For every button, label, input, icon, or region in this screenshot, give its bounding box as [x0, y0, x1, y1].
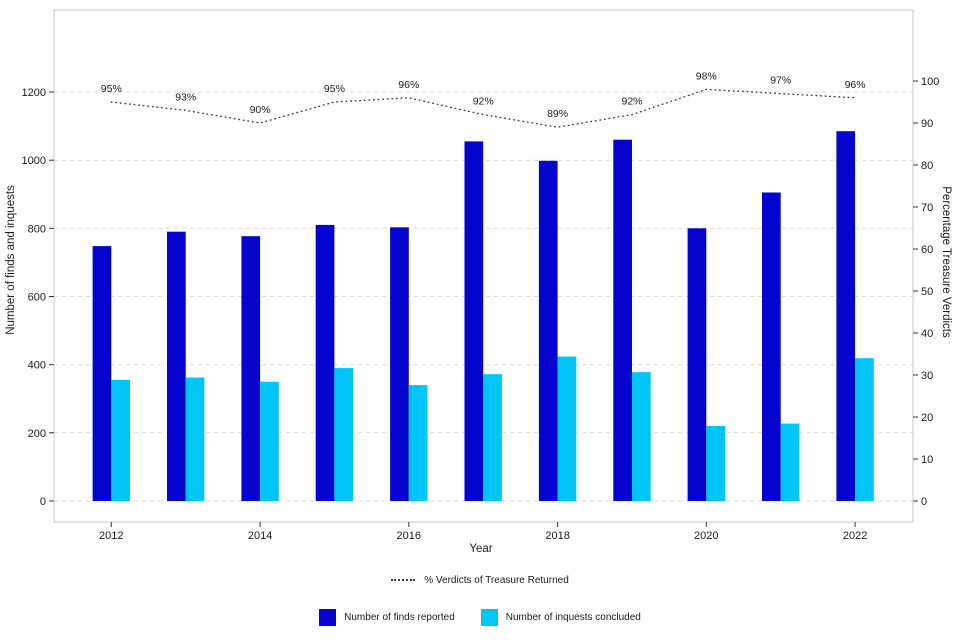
- pct-label-2012: 95%: [101, 83, 122, 95]
- legend-line-label: % Verdicts of Treasure Returned: [424, 574, 569, 586]
- pct-label-2022: 96%: [845, 79, 866, 91]
- x-tick-label-2016: 2016: [397, 530, 421, 542]
- bar-inquests-2021: [780, 423, 800, 501]
- legend-bar-row: Number of finds reported Number of inque…: [0, 607, 960, 627]
- bar-finds-2014: [241, 236, 261, 501]
- legend-line-row: % Verdicts of Treasure Returned: [0, 571, 960, 589]
- y-right-tick-label: 90: [921, 118, 933, 130]
- y-right-tick-label: 70: [921, 202, 933, 214]
- bar-inquests-2017: [483, 374, 502, 501]
- y-left-tick-label: 800: [28, 223, 46, 235]
- y-axis-title-left: Number of finds and inquests: [5, 185, 17, 335]
- bar-finds-2018: [538, 160, 558, 502]
- bar-inquests-2014: [260, 381, 279, 501]
- y-right-tick-label: 0: [921, 496, 927, 508]
- y-left-tick-label: 1000: [22, 155, 46, 167]
- y-left-tick-label: 1200: [22, 87, 46, 99]
- pct-label-2013: 93%: [175, 91, 196, 103]
- pct-label-2019: 92%: [621, 96, 642, 108]
- x-tick-label-2020: 2020: [694, 530, 718, 542]
- pct-label-2015: 95%: [324, 83, 345, 95]
- y-right-tick-label: 60: [921, 244, 933, 256]
- bar-finds-2012: [92, 246, 112, 501]
- bar-finds-2020: [687, 228, 707, 502]
- y-right-tick-label: 80: [921, 160, 933, 172]
- pct-label-2016: 96%: [398, 79, 419, 91]
- legend-finds-label: Number of finds reported: [344, 611, 455, 623]
- x-axis-title: Year: [469, 543, 493, 555]
- x-tick-label-2014: 2014: [248, 530, 272, 542]
- y-right-tick-label: 100: [921, 76, 939, 88]
- bar-inquests-2013: [185, 377, 205, 501]
- y-right-tick-label: 20: [921, 412, 933, 424]
- bar-inquests-2018: [557, 356, 577, 501]
- bar-inquests-2019: [632, 372, 651, 501]
- pct-verdicts-line: [110, 88, 856, 128]
- pct-label-2018: 89%: [547, 108, 568, 120]
- dotted-line-key-icon: [391, 579, 416, 581]
- bar-finds-2013: [167, 231, 186, 501]
- finds-color-swatch: [319, 608, 337, 626]
- pct-label-2021: 97%: [770, 75, 791, 87]
- bar-inquests-2016: [408, 385, 428, 501]
- y-axis-title-right: Percentage Treasure Verdicts: [940, 186, 952, 338]
- panel-border: [53, 9, 914, 523]
- pct-label-2014: 90%: [250, 104, 271, 116]
- y-left-tick-label: 400: [28, 360, 46, 372]
- bar-finds-2017: [464, 141, 484, 501]
- y-right-tick-label: 10: [921, 454, 933, 466]
- bar-inquests-2022: [855, 358, 874, 501]
- x-tick-label-2012: 2012: [99, 530, 123, 542]
- pct-label-2020: 98%: [696, 70, 717, 82]
- y-right-tick-label: 30: [921, 370, 933, 382]
- bar-inquests-2015: [334, 368, 354, 501]
- y-left-tick-label: 0: [40, 496, 46, 508]
- bar-finds-2016: [390, 227, 409, 502]
- bar-inquests-2020: [706, 426, 725, 501]
- inquests-color-swatch: [480, 608, 498, 626]
- x-tick-label-2022: 2022: [843, 530, 867, 542]
- y-left-tick-label: 600: [28, 292, 46, 304]
- bar-finds-2015: [315, 224, 335, 501]
- bar-inquests-2012: [111, 380, 130, 501]
- legend-inquests-label: Number of inquests concluded: [505, 611, 641, 623]
- x-tick-label-2018: 2018: [545, 530, 569, 542]
- y-right-tick-label: 40: [921, 328, 933, 340]
- y-left-tick-label: 200: [28, 428, 46, 440]
- bar-finds-2021: [762, 192, 781, 501]
- pct-label-2017: 92%: [473, 96, 494, 108]
- bar-finds-2019: [613, 139, 632, 501]
- bar-finds-2022: [836, 131, 856, 501]
- y-right-tick-label: 50: [921, 286, 933, 298]
